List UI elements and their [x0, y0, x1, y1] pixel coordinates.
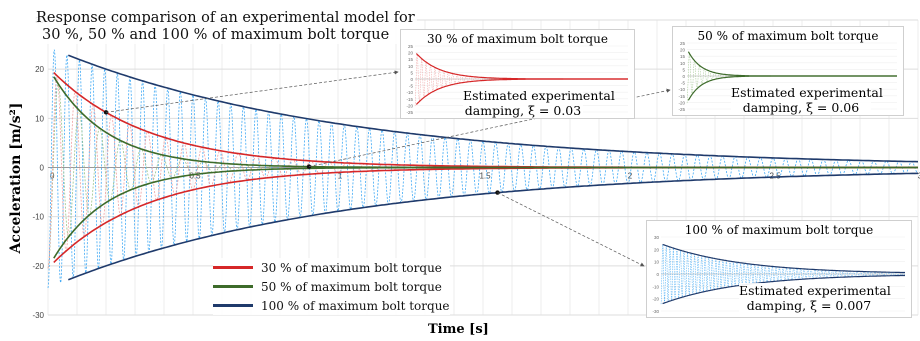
y-tick-label: 0: [40, 164, 45, 173]
inset-100-note: Estimated experimental damping, ξ = 0.00…: [739, 283, 891, 313]
inset-y-tick: 20: [408, 51, 414, 56]
inset-y-tick: 10: [680, 61, 686, 66]
inset-y-tick: -20: [678, 100, 685, 105]
inset-y-tick: 15: [408, 57, 414, 62]
y-tick-label: 20: [35, 65, 44, 74]
x-tick-label: 1.5: [479, 172, 491, 181]
chart-title-line-2: 30 %, 50 % and 100 % of maximum bolt tor…: [42, 27, 390, 43]
inset-y-tick: -15: [406, 97, 413, 102]
inset-30-note-line-2: damping, ξ = 0.03: [464, 103, 582, 118]
inset-100-note-line-2: damping, ξ = 0.007: [746, 298, 872, 313]
inset-y-tick: -20: [652, 297, 659, 302]
inset-envelope-lower: [415, 78, 628, 105]
inset-y-tick: 10: [654, 260, 660, 265]
chart-title: Response comparison of an experimental m…: [34, 10, 417, 44]
inset-y-tick: 25: [408, 44, 414, 49]
inset-y-tick: 30: [654, 235, 660, 240]
pointer-line: [497, 192, 645, 267]
inset-y-tick: 0: [682, 74, 685, 79]
y-tick-label: 10: [35, 114, 44, 123]
inset-y-tick: 10: [408, 64, 414, 69]
y-tick-label: -10: [32, 213, 44, 222]
inset-envelope-upper: [415, 53, 628, 80]
inset-y-tick: -5: [409, 84, 413, 89]
inset-100-percent: 30 20 10 0 -10 -20 -30 100 % of maximum bolt t…: [646, 220, 912, 318]
inset-y-tick: -10: [678, 87, 685, 92]
x-tick-label: 2: [628, 172, 633, 181]
envelope-lower-1: [53, 166, 918, 259]
legend-item-50: 50 % of maximum bolt torque: [213, 277, 450, 296]
x-tick-label: 2.5: [769, 172, 781, 181]
inset-y-tick: -5: [681, 81, 685, 86]
inset-y-tick: -25: [678, 107, 685, 112]
inset-50-note-line-1: Estimated experimental: [731, 85, 883, 100]
legend-label-30: 30 % of maximum bolt torque: [261, 260, 442, 275]
inset-50-note: Estimated experimental damping, ξ = 0.06: [731, 85, 883, 115]
inset-y-tick: 25: [680, 41, 686, 46]
inset-y-tick: 15: [680, 54, 686, 59]
inset-100-note-line-1: Estimated experimental: [739, 283, 891, 298]
inset-30-note-line-1: Estimated experimental: [463, 88, 615, 103]
x-tick-label: 0.5: [189, 172, 201, 181]
legend-item-30: 30 % of maximum bolt torque: [213, 258, 450, 277]
inset-y-tick: -25: [406, 110, 413, 115]
inset-envelope-upper: [687, 51, 897, 77]
x-tick-label: 1: [338, 172, 343, 181]
inset-y-tick: 5: [682, 67, 685, 72]
inset-y-tick: 0: [410, 77, 413, 82]
inset-50-percent: 25 20 15 10 5 0 -5 -10 -15 -20 -25 50 % of maximum…: [672, 26, 904, 116]
envelopes: [53, 54, 919, 281]
pointer-line: [105, 70, 399, 113]
inset-envelope-upper: [662, 243, 905, 274]
inset-50-note-line-2: damping, ξ = 0.06: [742, 100, 860, 115]
inset-y-tick: 0: [656, 272, 659, 277]
inset-y-tick: -10: [406, 90, 413, 95]
inset-envelope-lower: [662, 274, 905, 305]
inset-y-tick: -15: [678, 94, 685, 99]
inset-y-tick: 20: [654, 247, 660, 252]
y-tick-label: -20: [32, 262, 44, 271]
inset-envelope-lower: [687, 75, 897, 101]
legend-swatch-30: [213, 266, 253, 269]
inset-y-tick: -20: [406, 103, 413, 108]
legend-label-50: 50 % of maximum bolt torque: [261, 279, 442, 294]
inset-30-percent: 25 20 15 10 5 0 -5 -10 -15 -20 -25 30 % of maximum…: [400, 29, 635, 119]
legend-swatch-100: [213, 304, 253, 307]
inset-50-title: 50 % of maximum bolt torque: [697, 29, 879, 43]
inset-y-tick: 5: [410, 70, 413, 75]
inset-y-tick: -10: [652, 284, 659, 289]
inset-y-tick: 20: [680, 48, 686, 53]
y-tick-label: -30: [32, 311, 44, 320]
chart-title-line-1: Response comparison of an experimental m…: [36, 10, 415, 26]
inset-y-tick: -30: [652, 309, 659, 314]
y-axis-label: Acceleration [m/s²]: [8, 102, 24, 254]
inset-30-title: 30 % of maximum bolt torque: [427, 32, 608, 46]
legend-label-100: 100 % of maximum bolt torque: [261, 298, 450, 313]
inset-100-title: 100 % of maximum bolt torque: [684, 223, 874, 237]
legend: 30 % of maximum bolt torque 50 % of maxi…: [213, 258, 450, 315]
envelope-upper-2: [68, 54, 919, 163]
inset-30-note: Estimated experimental damping, ξ = 0.03: [463, 88, 615, 118]
legend-swatch-50: [213, 285, 253, 288]
x-tick-label: 3: [918, 172, 920, 181]
envelope-lower-2: [68, 172, 919, 281]
legend-item-100: 100 % of maximum bolt torque: [213, 296, 450, 315]
x-axis-label: Time [s]: [428, 322, 489, 337]
